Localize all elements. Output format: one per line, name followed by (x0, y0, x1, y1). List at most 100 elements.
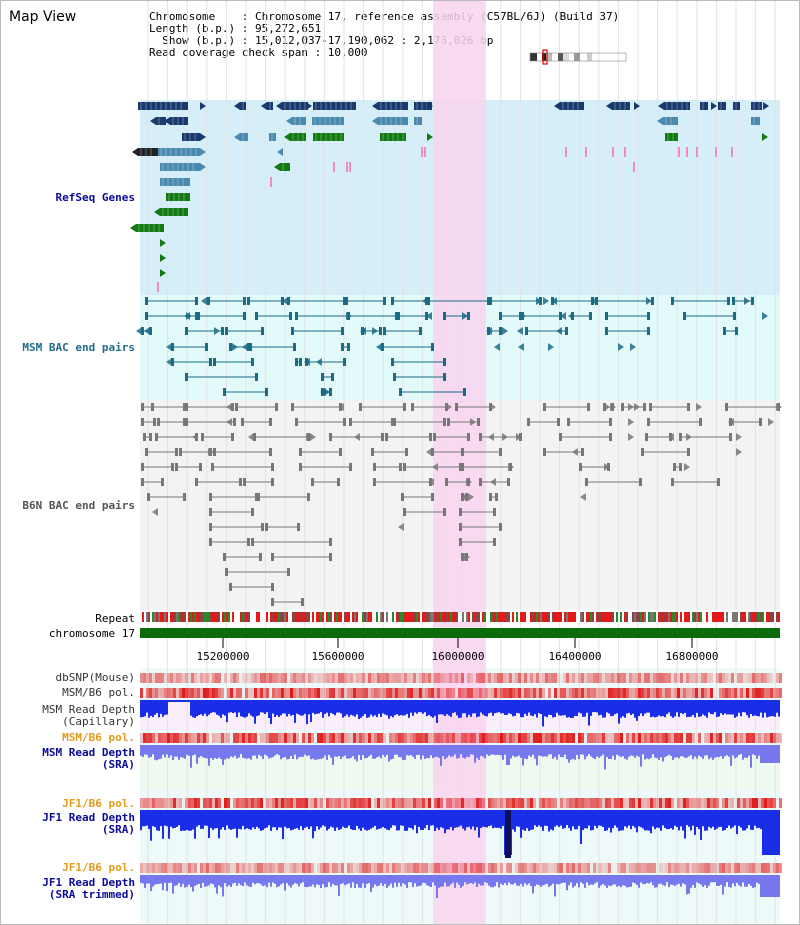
depth-bar (558, 745, 560, 755)
depth-bar (742, 810, 744, 831)
polymorphism-cell (260, 798, 263, 808)
depth-bar (182, 810, 184, 831)
depth-bar (322, 745, 324, 759)
polymorphism-cell (386, 688, 389, 698)
depth-bar (564, 875, 566, 883)
polymorphism-cell (326, 798, 329, 808)
polymorphism-cell (242, 733, 245, 743)
depth-bar (384, 810, 386, 829)
polymorphism-cell (371, 798, 374, 808)
polymorphism-cell (596, 798, 599, 808)
polymorphism-cell (170, 733, 173, 743)
depth-bar (270, 875, 272, 887)
repeat-bar (476, 612, 478, 622)
repeat-bar (706, 612, 708, 622)
depth-bar (176, 745, 178, 757)
depth-bar (160, 810, 162, 827)
polymorphism-cell (539, 863, 542, 873)
repeat-bar (282, 612, 284, 622)
depth-bar (730, 745, 732, 766)
depth-bar (602, 875, 604, 885)
depth-bar (476, 700, 478, 718)
polymorphism-cell (329, 688, 332, 698)
depth-bar (436, 810, 438, 828)
polymorphism-cell (482, 733, 485, 743)
polymorphism-cell (383, 798, 386, 808)
polymorphism-cell (392, 688, 395, 698)
repeat-bar (510, 612, 512, 622)
polymorphism-cell (161, 798, 164, 808)
label-b6n-bac[interactable]: B6N BAC end pairs (22, 499, 135, 512)
gene-block (166, 193, 190, 201)
depth-bar (500, 700, 502, 714)
depth-bar (532, 810, 534, 830)
repeat-bar (188, 612, 190, 622)
polymorphism-cell (482, 673, 485, 683)
depth-bar (174, 875, 176, 886)
depth-bar (406, 810, 408, 831)
depth-bar (776, 875, 778, 897)
depth-bar (410, 700, 412, 713)
repeat-bar (372, 612, 374, 622)
depth-bar (328, 875, 330, 883)
depth-bar (376, 745, 378, 758)
depth-bar (572, 810, 574, 827)
depth-bar (322, 875, 324, 885)
polymorphism-cell (548, 733, 551, 743)
polymorphism-cell (179, 733, 182, 743)
label-refseq-genes[interactable]: RefSeq Genes (55, 191, 135, 204)
depth-bar (250, 810, 252, 830)
polymorphism-cell (302, 688, 305, 698)
depth-bar (466, 700, 468, 718)
polymorphism-cell (365, 863, 368, 873)
polymorphism-cell (488, 733, 491, 743)
depth-bar (150, 745, 152, 757)
bac-end (443, 358, 446, 366)
bac-end (299, 463, 302, 471)
polymorphism-cell (758, 688, 761, 698)
depth-bar (630, 810, 632, 830)
depth-bar (230, 810, 232, 830)
depth-bar (204, 810, 206, 826)
depth-bar (576, 810, 578, 830)
polymorphism-cell (581, 673, 584, 683)
polymorphism-cell (614, 863, 617, 873)
depth-bar (206, 745, 208, 759)
bac-end (461, 553, 464, 561)
depth-bar (142, 875, 144, 884)
bac-end (383, 327, 386, 335)
polymorphism-cell (716, 733, 719, 743)
depth-bar (470, 810, 472, 830)
polymorphism-cell (290, 733, 293, 743)
bac-end (207, 297, 210, 305)
depth-bar (156, 700, 158, 714)
repeat-bar (608, 612, 610, 622)
depth-bar (192, 700, 194, 718)
polymorphism-cell (653, 688, 656, 698)
depth-bar (580, 745, 582, 755)
depth-bar (188, 745, 190, 756)
bac-end (525, 327, 528, 335)
depth-bar (588, 700, 590, 726)
polymorphism-cell (458, 673, 461, 683)
polymorphism-cell (230, 863, 233, 873)
depth-bar (580, 700, 582, 714)
polymorphism-cell (473, 688, 476, 698)
depth-bar (540, 810, 542, 827)
depth-bar (210, 875, 212, 884)
depth-bar (692, 745, 694, 760)
repeat-bar (654, 612, 656, 622)
depth-bar (298, 875, 300, 887)
depth-bar (632, 700, 634, 714)
bac-end (271, 463, 274, 471)
repeat-bar (264, 612, 266, 622)
polymorphism-cell (248, 733, 251, 743)
repeat-bar (146, 612, 148, 622)
polymorphism-cell (407, 673, 410, 683)
bac-end (247, 538, 250, 546)
label-msm-bac[interactable]: MSM BAC end pairs (22, 341, 135, 354)
polymorphism-cell (581, 733, 584, 743)
depth-bar (418, 875, 420, 887)
depth-bar (528, 745, 530, 756)
